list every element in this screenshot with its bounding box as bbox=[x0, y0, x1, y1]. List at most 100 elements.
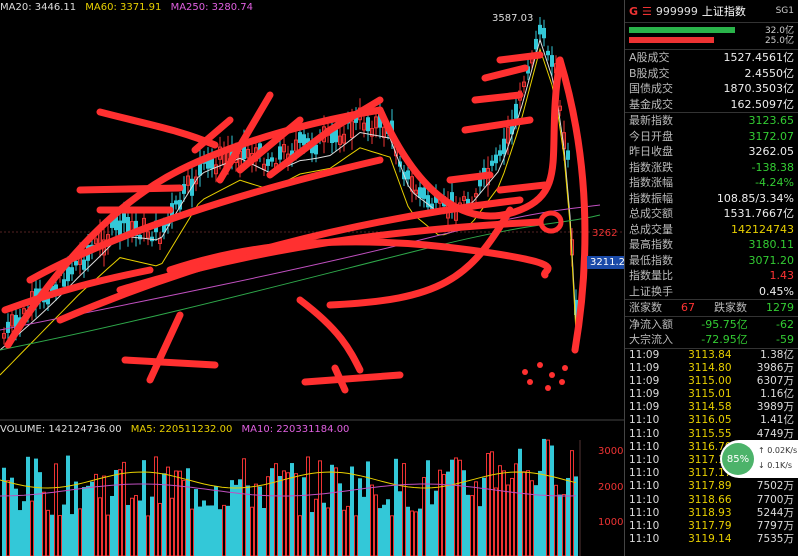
tick-price: 3117.79 bbox=[688, 519, 732, 532]
candle-body bbox=[10, 314, 14, 327]
volume-bar bbox=[574, 476, 578, 556]
tick-list[interactable]: 11:09 3113.84 1.38亿 11:09 3114.80 3986万 11:09 3… bbox=[625, 347, 798, 547]
updown-row: 涨家数 67 跌家数 1279 bbox=[625, 300, 798, 316]
stat-row: 最高指数 3180.11 bbox=[625, 237, 798, 253]
bar1-value: 32.0亿 bbox=[764, 26, 794, 36]
volume-bar bbox=[190, 508, 194, 556]
tick-time: 11:10 bbox=[629, 440, 660, 453]
volume-bar bbox=[534, 485, 538, 556]
candle-body bbox=[374, 116, 378, 129]
tick-time: 11:10 bbox=[629, 427, 660, 440]
volume-bar bbox=[198, 506, 202, 556]
tick-time: 11:10 bbox=[629, 467, 660, 480]
ma-legend: MA20: 3446.11 MA60: 3371.91 MA250: 3280.… bbox=[0, 2, 259, 13]
turnover-row-label: 国债成交 bbox=[629, 82, 673, 95]
candle-body bbox=[506, 127, 510, 144]
candle-body bbox=[566, 150, 570, 160]
turnover-row-label: A股成交 bbox=[629, 51, 670, 64]
volume-bar bbox=[66, 455, 70, 556]
volume-bar bbox=[250, 506, 254, 556]
candle-body bbox=[422, 187, 426, 199]
candle-body bbox=[342, 133, 346, 144]
volume-bar bbox=[50, 514, 54, 556]
volume-bar bbox=[214, 486, 218, 556]
candle-body bbox=[278, 146, 282, 160]
red-doodle-stroke bbox=[481, 64, 529, 82]
index-stats-section: 最新指数 3123.65 今日开盘 3172.07 昨日收盘 3262.05 指数涨跌 -13… bbox=[625, 112, 798, 299]
tick-time: 11:10 bbox=[629, 533, 660, 546]
candle-body bbox=[74, 260, 78, 266]
volume-bar bbox=[462, 470, 466, 556]
volume-bar bbox=[154, 456, 158, 556]
volume-bar bbox=[222, 504, 226, 556]
flow-row-label: 净流入额 bbox=[629, 317, 673, 331]
red-doodle-dot bbox=[537, 362, 543, 368]
tick-time: 11:09 bbox=[629, 388, 660, 401]
volume-bar bbox=[410, 510, 414, 556]
candle-body bbox=[474, 193, 478, 198]
red-doodle-dot bbox=[522, 369, 528, 375]
volume-bar bbox=[30, 500, 34, 556]
red-doodle-stroke bbox=[121, 356, 219, 369]
volume-bar bbox=[46, 509, 50, 556]
network-speed-widget[interactable]: 85% ↑ 0.02K/s ↓ 0.1K/s bbox=[720, 440, 798, 478]
buy-sell-bars: 32.0亿 25.0亿 bbox=[625, 23, 798, 49]
list-icon[interactable]: ☰ bbox=[642, 4, 652, 18]
volume-bar bbox=[78, 508, 82, 556]
volume-bar bbox=[74, 481, 78, 556]
candle-body bbox=[62, 279, 66, 287]
volume-bar bbox=[242, 458, 246, 556]
stat-row-value: 3172.07 bbox=[748, 129, 795, 143]
tick-price: 3119.14 bbox=[688, 533, 732, 546]
candle-body bbox=[550, 55, 554, 67]
ma20-label: MA20: 3446.11 bbox=[0, 2, 77, 13]
red-doodle-stroke bbox=[471, 91, 524, 104]
volume-bar bbox=[494, 487, 498, 556]
volume-bar bbox=[110, 495, 114, 556]
tick-volume: 1.38亿 bbox=[760, 348, 794, 361]
volume-label: VOLUME: 142124736.00 bbox=[0, 424, 122, 435]
candle-body bbox=[162, 224, 166, 233]
candle-body bbox=[498, 150, 502, 156]
red-doodle-stroke bbox=[146, 311, 184, 384]
red-doodle-dot bbox=[545, 385, 551, 391]
volume-bar bbox=[418, 508, 422, 556]
stat-row-label: 昨日收盘 bbox=[629, 145, 673, 158]
volume-bar bbox=[518, 448, 522, 556]
volume-bar bbox=[130, 497, 134, 556]
volume-bar bbox=[490, 451, 494, 556]
tick-row: 11:10 3116.05 1.41亿 bbox=[625, 414, 798, 427]
red-doodle-stroke bbox=[326, 206, 514, 309]
turnover-row-value: 162.5097亿 bbox=[730, 97, 795, 111]
volume-bar bbox=[550, 445, 554, 556]
stat-row-value: 1.43 bbox=[769, 269, 795, 282]
volume-bar bbox=[6, 480, 10, 556]
turnover-row: A股成交 1527.4561亿 bbox=[625, 50, 798, 66]
stat-row-value: -4.24% bbox=[755, 176, 794, 189]
vol-ma5-line bbox=[0, 471, 577, 489]
candle-body bbox=[82, 259, 86, 270]
volume-bar bbox=[262, 508, 266, 556]
red-doodle-stroke bbox=[326, 96, 384, 134]
volume-bar bbox=[10, 477, 14, 556]
stat-row: 指数振幅 108.85/3.34% bbox=[625, 191, 798, 207]
volume-legend: VOLUME: 142124736.00 MA5: 220511232.00 M… bbox=[0, 424, 355, 435]
kline-canvas bbox=[0, 17, 624, 556]
ma20-line bbox=[0, 38, 577, 351]
tick-price: 3118.66 bbox=[688, 493, 732, 506]
red-doodle-stroke bbox=[296, 296, 364, 374]
volume-bar bbox=[502, 470, 506, 556]
tick-row: 11:09 3115.00 6307万 bbox=[625, 375, 798, 388]
stat-row-value: 142124743 bbox=[731, 222, 794, 236]
volume-bar bbox=[522, 471, 526, 556]
stat-row-label: 总成交额 bbox=[629, 207, 673, 220]
kline-chart[interactable]: MA20: 3446.11 MA60: 3371.91 MA250: 3280.… bbox=[0, 0, 624, 556]
volume-bar bbox=[290, 463, 294, 556]
volume-bar bbox=[162, 473, 166, 556]
tick-time: 11:09 bbox=[629, 361, 660, 374]
candle-body bbox=[314, 144, 318, 155]
vol-axis-10000: 10000 bbox=[598, 517, 624, 528]
tick-volume: 1.41亿 bbox=[760, 414, 794, 427]
g-label: G bbox=[629, 4, 639, 18]
red-doodle-dot bbox=[549, 372, 555, 378]
